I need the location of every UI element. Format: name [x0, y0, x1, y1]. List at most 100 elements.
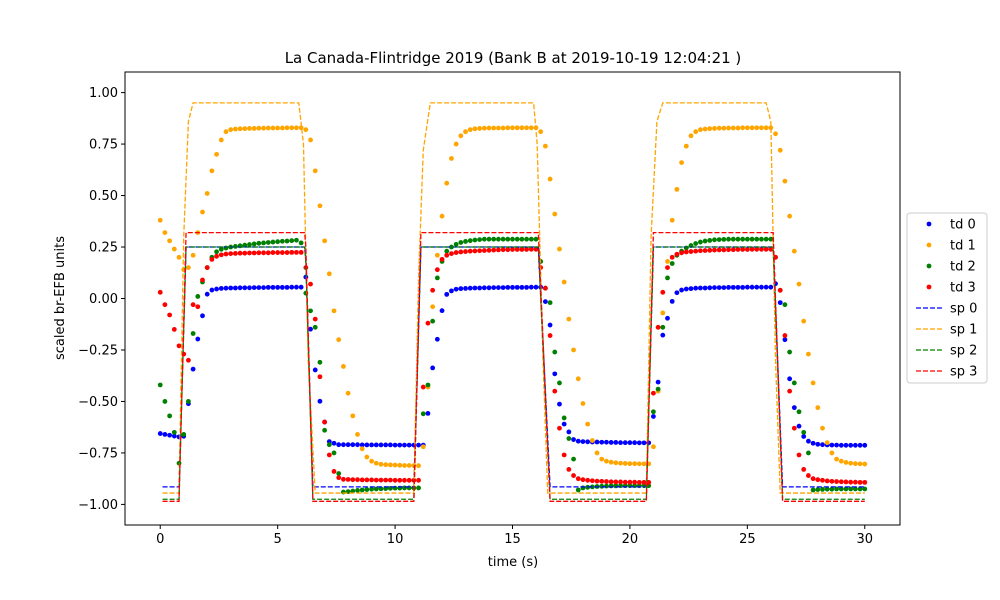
data-point — [228, 127, 234, 133]
data-point — [693, 285, 699, 291]
data-point — [815, 487, 821, 492]
data-point — [218, 246, 224, 252]
data-point — [294, 237, 299, 243]
data-point — [477, 248, 483, 254]
data-point — [232, 251, 238, 256]
data-point — [247, 285, 252, 291]
x-axis: 0 5 10 15 20 25 30 — [156, 525, 873, 547]
data-point — [604, 483, 609, 489]
y-tick-label: 0.50 — [89, 189, 118, 204]
data-point — [608, 459, 614, 465]
chart-title: La Canada-Flintridge 2019 (Bank B at 201… — [285, 49, 742, 67]
data-point — [754, 284, 760, 290]
data-point — [834, 486, 839, 492]
data-point — [679, 250, 684, 256]
data-point — [200, 209, 205, 215]
data-point — [186, 265, 191, 271]
data-point — [566, 429, 572, 435]
data-point — [416, 485, 421, 491]
data-point — [373, 442, 379, 448]
data-point — [317, 374, 323, 380]
legend-swatch — [926, 284, 932, 290]
data-point — [768, 125, 774, 131]
data-point — [716, 285, 722, 290]
data-point — [496, 236, 501, 242]
data-point — [533, 236, 539, 242]
data-point — [190, 252, 196, 258]
data-point — [604, 458, 609, 464]
data-point — [500, 247, 506, 253]
data-point — [162, 399, 168, 404]
data-point — [289, 249, 295, 255]
data-point — [336, 475, 342, 481]
data-point — [261, 125, 266, 131]
data-point — [162, 432, 168, 437]
data-point — [636, 461, 642, 467]
data-point — [317, 359, 323, 365]
data-point — [200, 277, 205, 283]
data-point — [364, 487, 370, 492]
y-tick-label: −0.50 — [78, 395, 118, 410]
data-point — [524, 247, 529, 252]
series-sp-3 — [162, 231, 865, 502]
data-point — [712, 285, 717, 290]
data-point — [350, 488, 356, 494]
data-point — [651, 414, 656, 419]
data-point — [265, 240, 271, 245]
data-point — [852, 461, 858, 467]
data-point — [820, 442, 825, 448]
data-point — [552, 371, 558, 377]
data-point — [777, 147, 783, 153]
data-point — [622, 479, 628, 485]
data-point — [298, 249, 304, 255]
data-point — [852, 479, 858, 485]
data-point — [397, 477, 403, 483]
data-point — [862, 442, 868, 448]
series-layer — [157, 102, 868, 502]
data-point — [721, 247, 727, 253]
data-point — [242, 126, 248, 132]
data-point — [688, 249, 694, 254]
data-point — [355, 488, 360, 493]
data-point — [669, 217, 675, 223]
data-point — [651, 409, 656, 415]
data-point — [176, 343, 182, 349]
data-point — [336, 337, 342, 343]
data-point — [754, 125, 760, 131]
data-point — [777, 300, 783, 306]
data-point — [754, 236, 760, 242]
data-point — [782, 337, 788, 343]
data-point — [406, 442, 412, 448]
data-point — [505, 247, 511, 253]
data-point — [726, 125, 731, 131]
setpoint-line — [162, 102, 865, 494]
data-point — [171, 433, 177, 439]
data-point — [533, 284, 539, 290]
data-point — [467, 248, 473, 254]
data-point — [247, 126, 252, 131]
x-tick-label: 30 — [856, 532, 873, 547]
data-point — [228, 285, 234, 291]
x-tick-label: 0 — [156, 532, 164, 547]
setpoint-line — [162, 246, 865, 500]
data-point — [317, 203, 323, 209]
data-point — [655, 379, 661, 385]
data-point — [608, 440, 614, 445]
data-point — [505, 125, 511, 131]
data-point — [566, 467, 572, 472]
data-point — [416, 463, 421, 469]
data-point — [420, 444, 426, 450]
data-point — [787, 376, 793, 382]
data-point — [636, 440, 642, 446]
data-point — [477, 237, 483, 243]
data-point — [801, 429, 807, 435]
data-point — [712, 126, 717, 131]
data-point — [547, 322, 553, 328]
data-point — [514, 125, 520, 131]
data-point — [214, 249, 219, 255]
data-point — [214, 253, 219, 259]
data-point — [571, 456, 576, 462]
data-point — [693, 241, 699, 246]
data-point — [585, 439, 591, 445]
data-point — [862, 461, 868, 467]
